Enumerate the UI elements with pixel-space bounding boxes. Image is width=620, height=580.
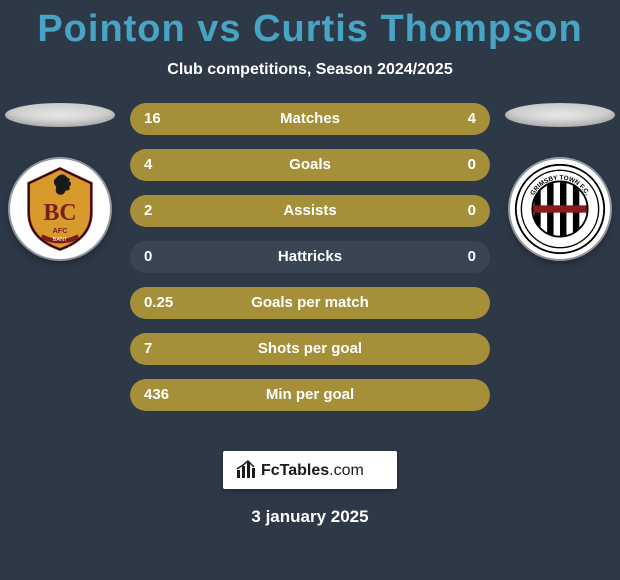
- stat-label: Goals: [130, 149, 490, 181]
- brand-text: FcTables.com: [261, 462, 364, 479]
- stat-label: Hattricks: [130, 241, 490, 273]
- stat-row: 16Matches4: [130, 103, 490, 135]
- left-team-crest: BC AFC BANT: [10, 159, 110, 259]
- svg-text:BANT: BANT: [53, 237, 68, 243]
- stat-label: Min per goal: [130, 379, 490, 411]
- stat-right-value: 0: [468, 149, 476, 181]
- svg-text:AFC: AFC: [52, 226, 68, 235]
- stat-label: Goals per match: [130, 287, 490, 319]
- comparison-body: BC AFC BANT: [0, 103, 620, 433]
- stat-row: 436Min per goal: [130, 379, 490, 411]
- player-placeholder-left: [5, 103, 115, 127]
- stat-row: 0Hattricks0: [130, 241, 490, 273]
- stat-label: Shots per goal: [130, 333, 490, 365]
- right-player-column: GRIMSBY TOWN F.C.: [500, 103, 620, 259]
- stat-label: Matches: [130, 103, 490, 135]
- right-team-crest: GRIMSBY TOWN F.C.: [510, 159, 610, 259]
- left-player-column: BC AFC BANT: [0, 103, 120, 259]
- page-title: Pointon vs Curtis Thompson: [0, 0, 620, 51]
- page-subtitle: Club competitions, Season 2024/2025: [0, 61, 620, 79]
- generated-date: 3 january 2025: [0, 507, 620, 527]
- stat-row: 2Assists0: [130, 195, 490, 227]
- svg-text:BC: BC: [43, 200, 76, 226]
- stat-right-value: 0: [468, 195, 476, 227]
- stat-row: 7Shots per goal: [130, 333, 490, 365]
- stats-list: 16Matches44Goals02Assists00Hattricks00.2…: [130, 103, 490, 411]
- stat-right-value: 4: [468, 103, 476, 135]
- stat-row: 0.25Goals per match: [130, 287, 490, 319]
- stat-label: Assists: [130, 195, 490, 227]
- stat-right-value: 0: [468, 241, 476, 273]
- stat-row: 4Goals0: [130, 149, 490, 181]
- brand-logo: FcTables.com: [223, 451, 397, 489]
- player-placeholder-right: [505, 103, 615, 127]
